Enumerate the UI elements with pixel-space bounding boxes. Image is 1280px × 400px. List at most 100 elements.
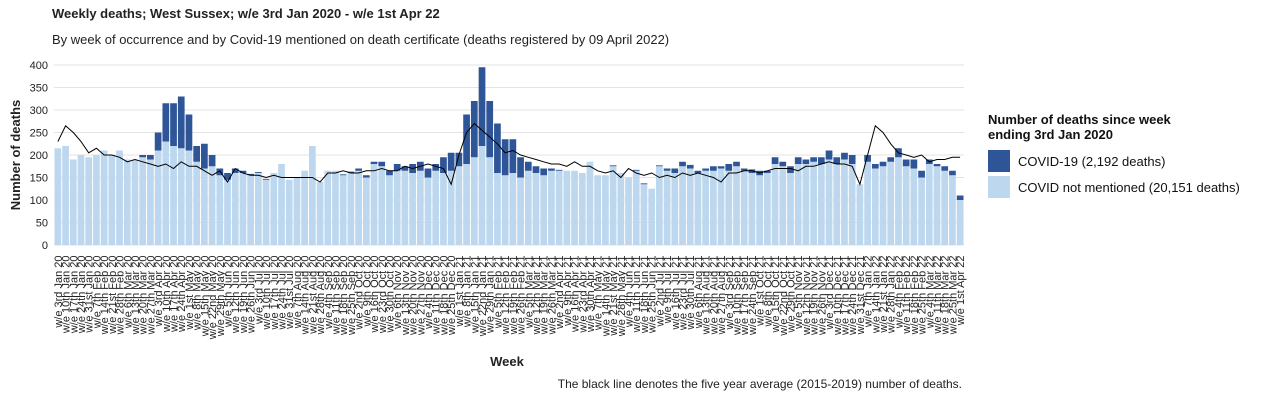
bar [193,161,201,245]
bar [316,182,324,245]
bar [733,166,740,245]
bar [201,143,208,169]
x-tick-label: w/e 28th May 21 [616,256,628,338]
legend-item: COVID not mentioned (20,151 deaths) [988,174,1240,200]
bar [324,170,332,245]
x-tick-label: w/e 24th Jan 20 [76,256,88,335]
x-tick-label: w/e 10th Apr 20 [161,256,173,333]
bar [517,177,524,245]
bar [548,170,555,245]
x-tick-label: w/e 13th Aug 21 [701,256,713,336]
x-tick-label: w/e 22nd Oct 21 [778,256,790,337]
bar [771,164,779,245]
x-tick-label: w/e 6th Aug 21 [693,256,705,330]
bar [895,157,902,245]
bar [748,173,756,245]
x-tick-label: w/e 13th Nov 20 [400,256,412,337]
bar [455,152,463,167]
x-tick-label: w/e 7th Aug 20 [292,256,304,330]
x-tick-label: w/e 11th Mar 22 [932,256,944,335]
bar [401,166,409,171]
bar [416,170,424,245]
x-tick-label: w/e 30th Oct 20 [384,256,396,334]
bar [632,169,640,171]
x-tick-label: w/e 8th May 20 [192,256,204,332]
x-tick-label: w/e 9th Apr 21 [562,256,574,327]
x-tick-label: w/e 30th Apr 21 [585,256,597,333]
bar [910,168,918,245]
x-tick-label: w/e 5th Jun 20 [223,256,235,329]
bar [463,164,470,245]
bar [841,159,848,245]
x-tick-label: w/e 22nd May 20 [207,256,219,341]
x-tick-label: w/e 1st Oct 21 [755,256,767,327]
bar [787,166,794,173]
bar [162,103,170,142]
bar [231,173,239,245]
bar [517,157,524,178]
bar [871,168,879,245]
bar [447,152,455,171]
bar [208,166,216,245]
bar [339,174,347,176]
x-tick-label: w/e 12th Mar 21 [531,256,543,336]
bar [154,150,162,245]
bar [470,157,478,245]
x-tick-label: w/e 30th Jul 21 [685,256,697,331]
bar [956,195,964,200]
x-tick-label: w/e 11th Dec 20 [431,256,443,336]
x-axis-label: Week [490,354,524,369]
x-tick-label: w/e 14th Feb 20 [99,256,111,336]
x-tick-label: w/e 24th Apr 20 [176,256,188,333]
x-tick-label: w/e 26th Mar 21 [546,256,558,336]
x-tick-label: w/e 9th Oct 20 [361,256,373,328]
x-tick-label: w/e 7th May 21 [593,256,605,332]
x-tick-label: w/e 31st Jan 20 [84,256,96,334]
bar [370,164,378,245]
bar [332,170,339,245]
bar [933,166,941,245]
bar [386,170,393,176]
bar [424,168,432,178]
bar [871,164,879,169]
bar [378,166,386,245]
bar [231,168,239,173]
x-tick-label: w/e 21st May 21 [608,256,620,337]
bar [941,170,949,245]
bar [794,164,802,245]
bar [208,155,216,167]
bar [679,166,686,245]
x-tick-label: w/e 28th Feb 20 [115,256,127,336]
x-tick-label: w/e 22nd Jan 21 [477,256,489,338]
x-tick-label: w/e 21st Feb 20 [107,256,119,335]
bar [532,173,540,245]
x-tick-label: w/e 25th Mar 22 [947,256,959,336]
x-tick-label: w/e 8th Jan 21 [462,256,474,329]
bar [270,173,278,245]
x-tick-label: w/e 24th Dec 21 [847,256,859,337]
chart-title: Weekly deaths; West Sussex; w/e 3rd Jan … [52,6,440,21]
bar [879,166,887,245]
bar [162,141,170,245]
bar [139,157,147,245]
x-tick-label: w/e 28th Jan 22 [886,256,898,335]
x-tick-label: w/e 3rd Jan 20 [53,256,65,329]
bar [694,173,702,245]
bar [787,173,794,245]
bar [725,164,733,171]
bar [825,150,833,160]
bar [494,123,501,173]
bar [355,168,362,171]
x-tick-label: w/e 27th Nov 20 [415,256,427,337]
bar [486,157,494,245]
bar [848,164,856,245]
bar [524,161,532,171]
bar [224,173,231,180]
bar [147,155,154,160]
x-tick-label: w/e 17th Apr 20 [169,256,181,333]
y-tick-label: 250 [30,128,48,140]
x-tick-label: w/e 28th Aug 20 [315,256,327,336]
bar [887,161,895,245]
bar [139,155,147,158]
